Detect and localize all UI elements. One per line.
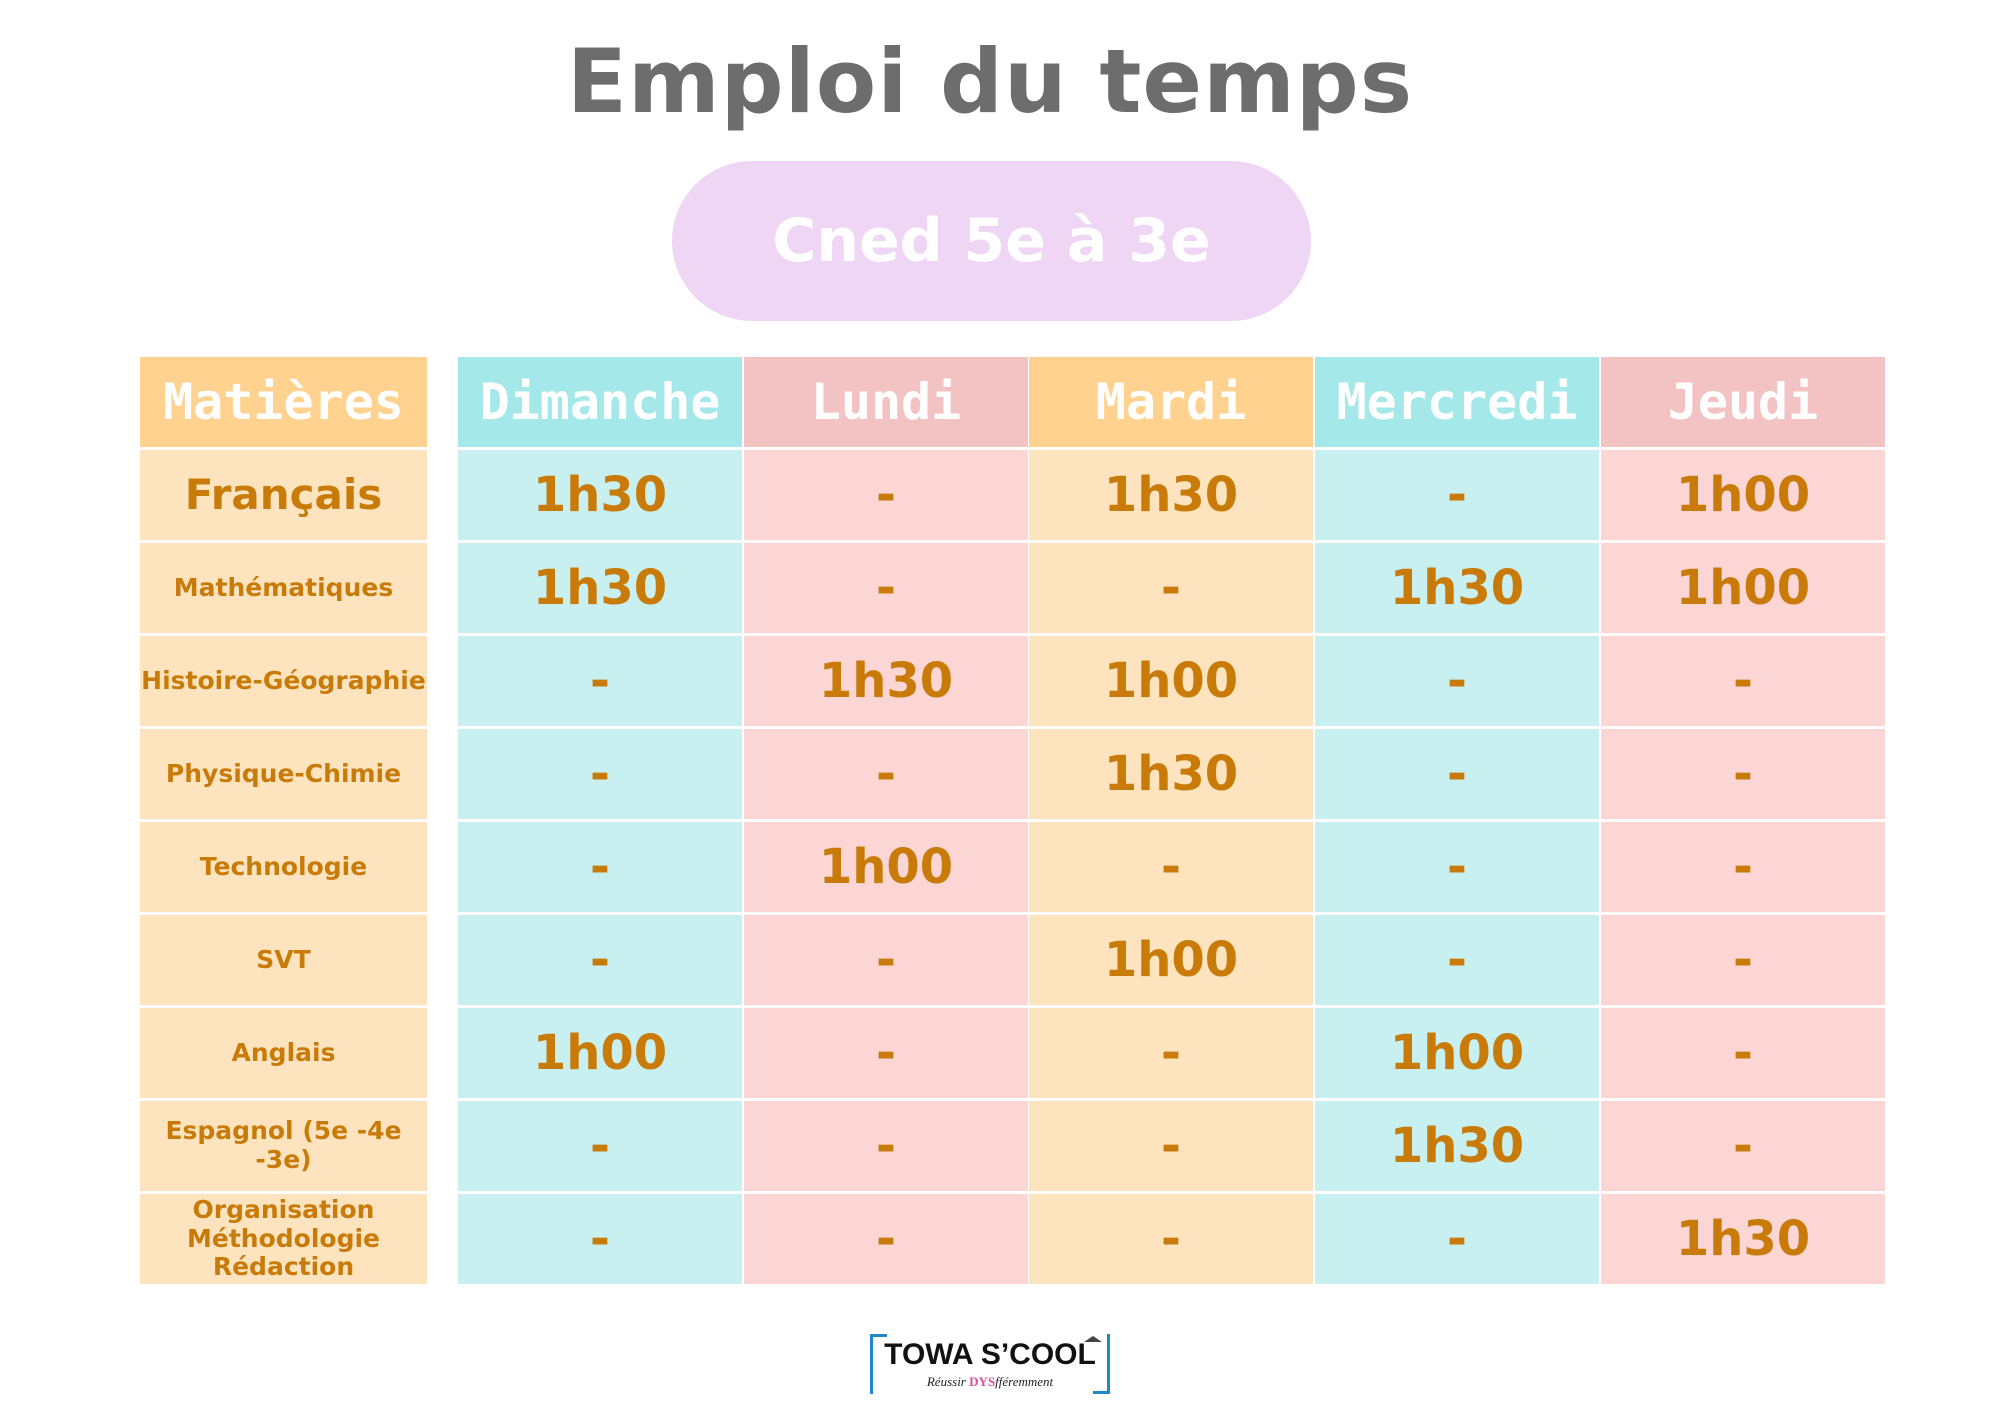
time-cell: - bbox=[744, 1008, 1028, 1098]
time-cell: - bbox=[1601, 1101, 1885, 1191]
time-cell: 1h30 bbox=[1315, 1101, 1599, 1191]
time-cell: - bbox=[1315, 636, 1599, 726]
time-cell: - bbox=[458, 729, 742, 819]
day-header-0: Dimanche bbox=[458, 357, 742, 447]
page-title: Emploi du temps bbox=[566, 30, 1414, 133]
time-cell: - bbox=[1315, 1194, 1599, 1284]
subject-cell: Histoire-Géographie bbox=[140, 636, 427, 726]
day-header-1: Lundi bbox=[744, 357, 1028, 447]
logo-frame bbox=[870, 1334, 1110, 1394]
time-cell: 1h30 bbox=[1029, 729, 1313, 819]
subject-cell: Organisation Méthodologie Rédaction bbox=[140, 1194, 427, 1284]
time-cell: - bbox=[744, 1194, 1028, 1284]
subject-cell: Physique-Chimie bbox=[140, 729, 427, 819]
time-cell: 1h30 bbox=[458, 450, 742, 540]
time-cell: 1h30 bbox=[1601, 1194, 1885, 1284]
time-cell: - bbox=[1029, 1194, 1313, 1284]
time-cell: - bbox=[1601, 729, 1885, 819]
time-cell: - bbox=[1315, 729, 1599, 819]
time-cell: - bbox=[458, 915, 742, 1005]
subject-cell: Anglais bbox=[140, 1008, 427, 1098]
time-cell: - bbox=[1315, 450, 1599, 540]
time-cell: 1h30 bbox=[1029, 450, 1313, 540]
time-cell: 1h00 bbox=[744, 822, 1028, 912]
subject-cell: Espagnol (5e -4e -3e) bbox=[140, 1101, 427, 1191]
time-cell: - bbox=[1601, 915, 1885, 1005]
time-cell: - bbox=[1601, 822, 1885, 912]
time-cell: 1h30 bbox=[458, 543, 742, 633]
time-cell: - bbox=[744, 915, 1028, 1005]
time-cell: - bbox=[458, 1194, 742, 1284]
time-cell: - bbox=[458, 822, 742, 912]
time-cell: - bbox=[744, 543, 1028, 633]
logo-tagline-start: Réussir bbox=[926, 1374, 966, 1389]
time-cell: - bbox=[744, 729, 1028, 819]
time-cell: 1h00 bbox=[1029, 915, 1313, 1005]
day-header-3: Mercredi bbox=[1315, 357, 1599, 447]
time-cell: 1h00 bbox=[1315, 1008, 1599, 1098]
logo-tagline-dys: DYS bbox=[969, 1374, 996, 1389]
brand-logo: TOWA S’COOL Réussir DYSfféremment bbox=[870, 1334, 1110, 1394]
time-cell: 1h00 bbox=[1601, 450, 1885, 540]
logo-name: TOWA S’COOL bbox=[884, 1338, 1096, 1371]
time-cell: 1h00 bbox=[458, 1008, 742, 1098]
time-cell: - bbox=[1315, 822, 1599, 912]
day-header-4: Jeudi bbox=[1601, 357, 1885, 447]
subject-cell: Technologie bbox=[140, 822, 427, 912]
time-cell: 1h30 bbox=[1315, 543, 1599, 633]
time-cell: 1h00 bbox=[1029, 636, 1313, 726]
subject-header: Matières bbox=[140, 357, 427, 447]
time-cell: - bbox=[1029, 1101, 1313, 1191]
logo-tagline-end: fféremment bbox=[995, 1374, 1054, 1389]
time-cell: - bbox=[458, 1101, 742, 1191]
time-cell: 1h30 bbox=[744, 636, 1028, 726]
subject-cell: Français bbox=[140, 450, 427, 540]
subtitle-text: Cned 5e à 3e bbox=[772, 206, 1211, 276]
logo-tagline: Réussir DYSfféremment bbox=[870, 1374, 1110, 1390]
time-cell: - bbox=[1601, 636, 1885, 726]
time-cell: - bbox=[1601, 1008, 1885, 1098]
time-cell: - bbox=[1029, 543, 1313, 633]
time-cell: - bbox=[1029, 822, 1313, 912]
day-header-2: Mardi bbox=[1029, 357, 1313, 447]
graduation-cap-icon bbox=[1084, 1336, 1102, 1342]
time-cell: - bbox=[458, 636, 742, 726]
subtitle-pill: Cned 5e à 3e bbox=[672, 161, 1311, 321]
subject-cell: SVT bbox=[140, 915, 427, 1005]
time-cell: - bbox=[744, 450, 1028, 540]
time-cell: - bbox=[744, 1101, 1028, 1191]
time-cell: - bbox=[1315, 915, 1599, 1005]
subject-cell: Mathématiques bbox=[140, 543, 427, 633]
time-cell: 1h00 bbox=[1601, 543, 1885, 633]
time-cell: - bbox=[1029, 1008, 1313, 1098]
